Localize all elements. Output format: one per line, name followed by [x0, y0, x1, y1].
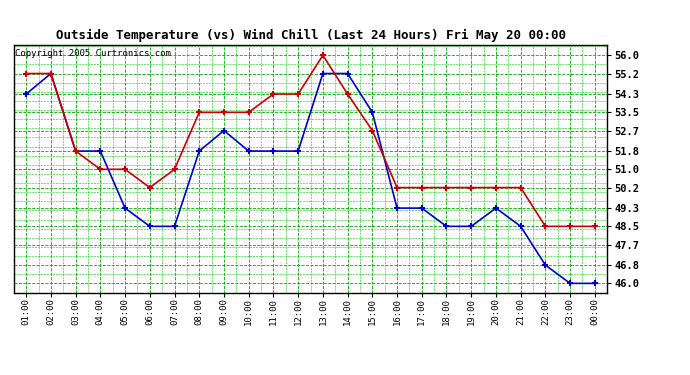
Title: Outside Temperature (vs) Wind Chill (Last 24 Hours) Fri May 20 00:00: Outside Temperature (vs) Wind Chill (Las…: [55, 29, 566, 42]
Text: Copyright 2005 Curtronics.com: Copyright 2005 Curtronics.com: [15, 49, 171, 58]
